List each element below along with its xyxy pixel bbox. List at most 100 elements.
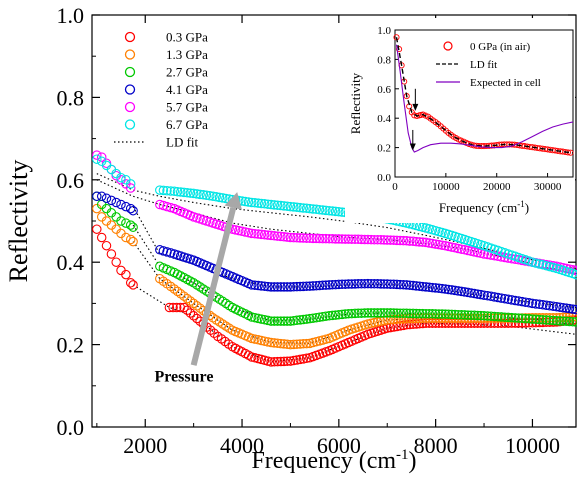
data-point: [411, 236, 422, 247]
data-point: [250, 334, 260, 344]
data-point: [571, 304, 577, 315]
data-point: [424, 238, 434, 248]
data-point: [541, 300, 552, 311]
data-point: [411, 281, 422, 291]
data-point: [317, 311, 328, 322]
data-point: [463, 287, 473, 298]
data-point: [459, 310, 470, 320]
data-point: [376, 279, 386, 289]
data-point: [453, 286, 463, 296]
data-point: [334, 234, 344, 244]
data-point: [269, 316, 280, 326]
data-point: [434, 309, 444, 319]
data-point: [421, 237, 431, 248]
data-point: [295, 354, 305, 365]
data-point: [158, 246, 169, 256]
data-point: [282, 232, 292, 242]
data-point: [506, 312, 517, 323]
main-axis-ticks: 0.0 0.2 0.4 0.6 0.8 1.0 2000 4000 6000 8000 10000: [57, 3, 576, 458]
data-point: [340, 279, 351, 289]
data-point: [466, 288, 476, 298]
data-point: [388, 308, 399, 318]
data-point: [324, 205, 334, 216]
inset-series: [393, 34, 574, 156]
data-point: [282, 282, 292, 292]
data-point: [385, 308, 396, 318]
data-point: [408, 313, 418, 324]
data-point: [259, 281, 270, 291]
inset-arrow-head: [412, 103, 419, 111]
data-point: [476, 310, 486, 321]
data-point: [405, 308, 415, 319]
data-point: [346, 308, 357, 319]
data-point: [125, 220, 136, 230]
data-point: [195, 303, 205, 313]
data-point: [172, 186, 183, 197]
data-point: [414, 313, 425, 324]
data-point: [421, 308, 431, 319]
data-point: [496, 312, 507, 322]
data-point: [301, 203, 312, 214]
data-point: [285, 232, 296, 243]
data-point: [503, 312, 513, 323]
data-point: [424, 309, 434, 319]
data-point: [527, 257, 538, 267]
data-point: [162, 201, 172, 212]
data-point: [392, 279, 402, 290]
data-point: [111, 257, 121, 267]
data-point: [211, 192, 221, 202]
data-point: [308, 313, 318, 323]
data-point: [388, 235, 399, 245]
data-point: [321, 233, 331, 244]
data-point: [182, 305, 192, 316]
data-point: [382, 308, 392, 318]
data-point: [324, 233, 334, 244]
data-point: [179, 302, 189, 313]
legend-marker: [124, 119, 136, 130]
data-point: [269, 338, 280, 348]
data-point: [408, 280, 418, 291]
data-point: [472, 310, 483, 321]
data-point: [496, 293, 507, 303]
data-point: [350, 308, 360, 319]
data-point: [414, 308, 425, 319]
data-point: [372, 234, 383, 245]
data-point: [272, 231, 283, 241]
data-point: [214, 192, 225, 203]
data-point: [500, 312, 510, 322]
data-point: [405, 236, 415, 246]
data-point: [372, 308, 383, 318]
data-point: [531, 314, 541, 325]
data-point: [469, 310, 480, 321]
data-point: [128, 205, 138, 216]
data-point: [459, 287, 470, 297]
data-point: [295, 339, 305, 349]
data-point: [188, 311, 199, 321]
data-point: [317, 233, 328, 244]
data-point: [198, 190, 209, 200]
data-point: [96, 232, 107, 243]
data-point: [427, 318, 438, 328]
data-point: [493, 292, 503, 303]
data-point: [292, 202, 302, 213]
data-point: [282, 201, 292, 211]
data-point: [269, 231, 280, 241]
data-point: [571, 317, 577, 327]
y-tick-label: 0.6: [57, 168, 85, 193]
data-point: [366, 308, 376, 318]
x-tick-label: 10000: [505, 433, 560, 458]
inset-y-tick-label: 0.2: [377, 143, 391, 155]
legend-label: 1.3 GPa: [166, 47, 208, 62]
data-point: [531, 299, 541, 309]
legend-marker: [124, 66, 136, 78]
data-point: [179, 291, 189, 301]
inset-x-axis-label-text: Frequency (cm: [439, 200, 517, 215]
data-point: [456, 310, 467, 320]
data-point: [116, 216, 126, 226]
data-point: [443, 318, 454, 328]
data-point: [401, 236, 412, 246]
data-point: [482, 290, 493, 301]
data-point: [279, 356, 289, 367]
data-point: [437, 240, 447, 250]
inset-legend-label: Expected in cell: [470, 77, 541, 89]
